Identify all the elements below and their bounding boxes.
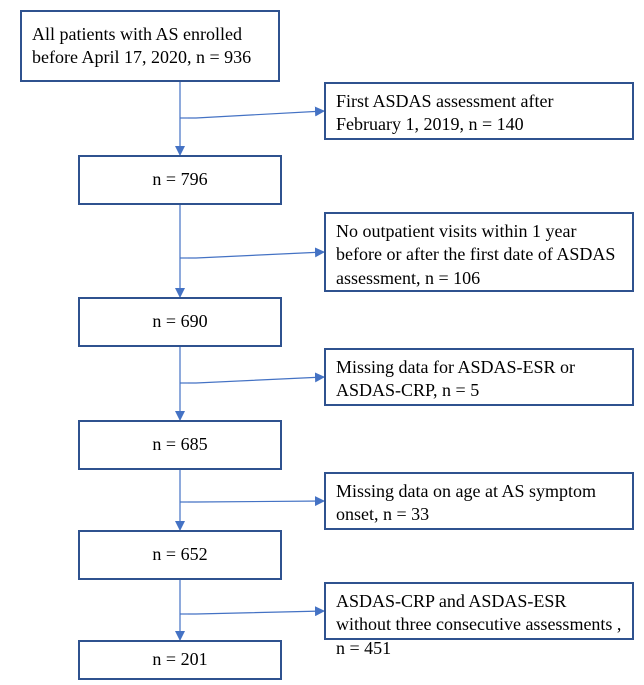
exclusion-box-s2: Missing data for ASDAS-ESR or ASDAS-CRP,… — [324, 348, 634, 406]
exclusion-box-s4: ASDAS-CRP and ASDAS-ESR without three co… — [324, 582, 634, 640]
exclusion-box-s1: No outpatient visits within 1 year befor… — [324, 212, 634, 292]
flow-box-label: All patients with AS enrolled before Apr… — [32, 23, 268, 70]
flow-box-label: n = 796 — [152, 168, 207, 191]
exclusion-box-label: First ASDAS assessment after February 1,… — [336, 91, 554, 134]
exclusion-box-label: Missing data for ASDAS-ESR or ASDAS-CRP,… — [336, 357, 575, 400]
flow-box-label: n = 690 — [152, 310, 207, 333]
flow-box-b1: n = 796 — [78, 155, 282, 205]
flow-box-b2: n = 690 — [78, 297, 282, 347]
flow-box-b3: n = 685 — [78, 420, 282, 470]
exclusion-box-label: Missing data on age at AS symptom onset,… — [336, 481, 596, 524]
exclusion-box-label: No outpatient visits within 1 year befor… — [336, 221, 615, 288]
exclusion-box-s3: Missing data on age at AS symptom onset,… — [324, 472, 634, 530]
flow-box-b0: All patients with AS enrolled before Apr… — [20, 10, 280, 82]
flow-box-label: n = 652 — [152, 543, 207, 566]
flow-box-label: n = 685 — [152, 433, 207, 456]
flow-box-b5: n = 201 — [78, 640, 282, 680]
flow-box-label: n = 201 — [152, 648, 207, 671]
flow-box-b4: n = 652 — [78, 530, 282, 580]
exclusion-box-s0: First ASDAS assessment after February 1,… — [324, 82, 634, 140]
